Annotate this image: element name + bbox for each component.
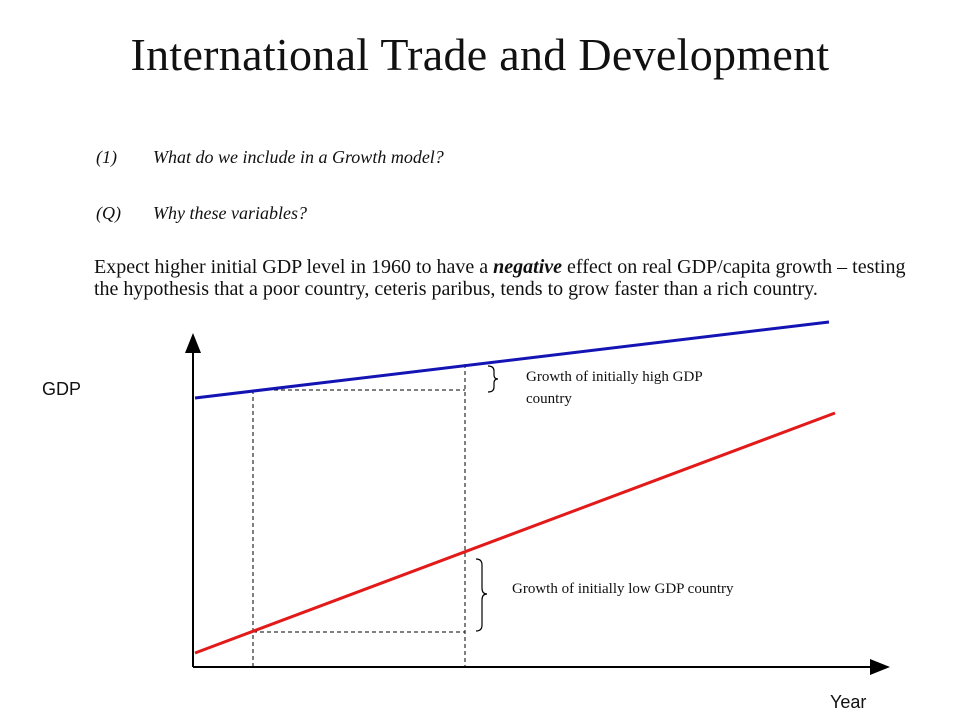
high-growth-label: Growth of initially high GDP country	[526, 366, 703, 410]
low-growth-brace	[475, 558, 488, 632]
paragraph-text-after: effect on real GDP/capita growth – testi…	[94, 256, 906, 300]
paragraph-emphasis: negative	[493, 256, 563, 278]
low-growth-label: Growth of initially low GDP country	[512, 581, 734, 597]
low-gdp-line	[194, 411, 836, 655]
hypothesis-paragraph: Expect higher initial GDP level in 1960 …	[94, 256, 906, 300]
dashed-guides	[252, 364, 466, 667]
x-axis-label: Year	[830, 692, 867, 712]
question-1-number: (1)	[96, 147, 117, 167]
paragraph-text-before: Expect higher initial GDP level in 1960 …	[94, 256, 494, 278]
high-growth-label-line2: country	[526, 391, 572, 407]
high-growth-label-line1: Growth of initially high GDP	[526, 369, 703, 385]
y-axis-label: GDP	[42, 379, 82, 399]
question-2-text: Why these variables?	[153, 203, 307, 223]
slide-title: International Trade and Development	[130, 29, 830, 80]
high-gdp-line	[194, 320, 830, 400]
question-1-text: What do we include in a Growth model?	[153, 147, 444, 167]
question-2-number: (Q)	[96, 203, 121, 223]
high-growth-brace	[487, 365, 499, 393]
